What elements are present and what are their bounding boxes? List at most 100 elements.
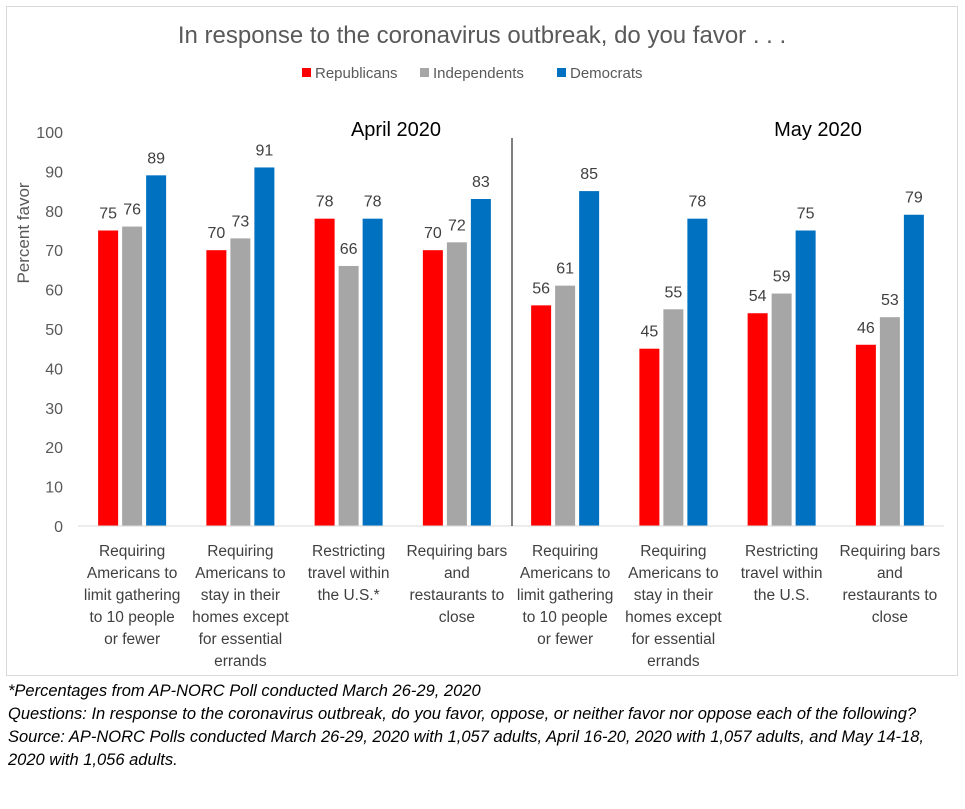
bar (146, 175, 167, 526)
bar (230, 238, 251, 526)
data-label: 66 (340, 241, 358, 258)
bar (446, 242, 467, 526)
group-label: May 2020 (774, 119, 862, 141)
bar (663, 309, 684, 526)
category-label-line: Requiring (532, 543, 598, 560)
category-label: Requiring Americans to stay in their homes … (625, 543, 722, 670)
category-label-line: homes except (192, 609, 289, 626)
bar (579, 191, 600, 526)
category-label: Requiring Americans to limit gathering to 1… (84, 543, 181, 648)
category-label-line: Restricting (745, 543, 818, 560)
bar (795, 230, 816, 526)
bar (470, 198, 491, 527)
data-label: 83 (472, 174, 490, 191)
bar (362, 218, 383, 526)
data-label: 78 (364, 194, 382, 211)
category-label-line: the U.S.* (318, 587, 380, 604)
group-label: April 2020 (351, 119, 441, 141)
category-label-line: Americans to (87, 565, 177, 582)
data-label: 73 (231, 213, 249, 230)
y-tick-label: 100 (36, 125, 63, 142)
y-tick-label: 30 (45, 401, 63, 418)
legend-swatch (420, 68, 429, 77)
bar (747, 313, 768, 526)
category-label: Requiring Americans to stay in their homes … (192, 543, 289, 670)
bar (254, 167, 275, 526)
bar (531, 305, 552, 526)
legend-swatch (557, 68, 566, 77)
category-label-line: Requiring bars (839, 543, 940, 560)
data-label: 91 (255, 142, 273, 159)
data-label: 53 (881, 292, 899, 309)
category-label-line: stay in their (201, 587, 280, 604)
category-label-line: or fewer (104, 631, 160, 648)
y-axis-ticks: 0 10 20 30 40 50 60 70 80 90 100 (36, 125, 63, 536)
data-label: 56 (532, 280, 550, 297)
data-label: 70 (424, 225, 442, 242)
category-label-line: and (444, 565, 470, 582)
data-label: 75 (797, 206, 815, 223)
question-note: Questions: In response to the coronaviru… (8, 705, 917, 723)
category-label-line: travel within (308, 565, 390, 582)
bar (555, 285, 576, 526)
category-label: Requiring bars and restaurants to close (406, 543, 507, 626)
bar (903, 214, 924, 527)
category-label-line: the U.S. (754, 587, 810, 604)
category-label-line: to 10 people (522, 609, 607, 626)
category-label-line: errands (214, 653, 267, 670)
y-tick-label: 0 (54, 519, 63, 536)
category-label-line: for essential (199, 631, 283, 648)
bar (122, 226, 143, 526)
category-label-line: close (872, 609, 908, 626)
category-label-line: limit gathering (84, 587, 181, 604)
y-tick-label: 70 (45, 243, 63, 260)
chart: In response to the coronavirus outbreak,… (14, 22, 944, 670)
y-tick-label: 60 (45, 283, 63, 300)
data-label: 78 (688, 194, 706, 211)
legend-label: Democrats (570, 65, 643, 82)
bar (855, 344, 876, 526)
bar (687, 218, 708, 526)
bar (879, 317, 900, 526)
bar (338, 265, 359, 526)
category-label-line: for essential (632, 631, 716, 648)
y-tick-label: 10 (45, 480, 63, 497)
legend-label: Republicans (315, 65, 398, 82)
category-label: Requiring Americans to limit gathering to 1… (517, 543, 614, 648)
bar (314, 218, 335, 526)
category-label-line: Requiring (640, 543, 706, 560)
data-label: 55 (664, 284, 682, 301)
category-label-line: Requiring (207, 543, 273, 560)
data-label: 72 (448, 217, 466, 234)
bars (98, 167, 924, 527)
legend: Republicans Independents Democrats (302, 65, 643, 82)
category-label-line: to 10 people (89, 609, 174, 626)
category-label-line: Requiring (99, 543, 165, 560)
category-label-line: Americans to (520, 565, 610, 582)
data-label: 46 (857, 320, 875, 337)
bar (206, 250, 227, 526)
y-tick-label: 20 (45, 440, 63, 457)
bar (639, 348, 660, 526)
legend-swatch (302, 68, 311, 77)
legend-label: Independents (433, 65, 524, 82)
data-label: 78 (316, 194, 334, 211)
y-tick-label: 80 (45, 204, 63, 221)
category-label-line: homes except (625, 609, 722, 626)
category-label: Requiring bars and restaurants to close (839, 543, 940, 626)
y-tick-label: 50 (45, 322, 63, 339)
category-labels: Requiring Americans to limit gathering to 1… (84, 543, 941, 670)
y-axis-label: Percent favor (14, 182, 33, 283)
category-label-line: restaurants to (409, 587, 504, 604)
category-label-line: travel within (741, 565, 823, 582)
data-labels: 75 76 89 70 73 91 78 66 78 70 72 83 56 61 85 45 55 78 54 59… (99, 142, 923, 340)
category-label-line: and (877, 565, 903, 582)
y-tick-label: 90 (45, 164, 63, 181)
data-label: 89 (147, 150, 165, 167)
bar (98, 230, 119, 526)
data-label: 54 (749, 288, 767, 305)
data-label: 61 (556, 261, 574, 278)
category-label-line: Americans to (195, 565, 285, 582)
bar (771, 293, 792, 526)
data-label: 79 (905, 190, 923, 207)
